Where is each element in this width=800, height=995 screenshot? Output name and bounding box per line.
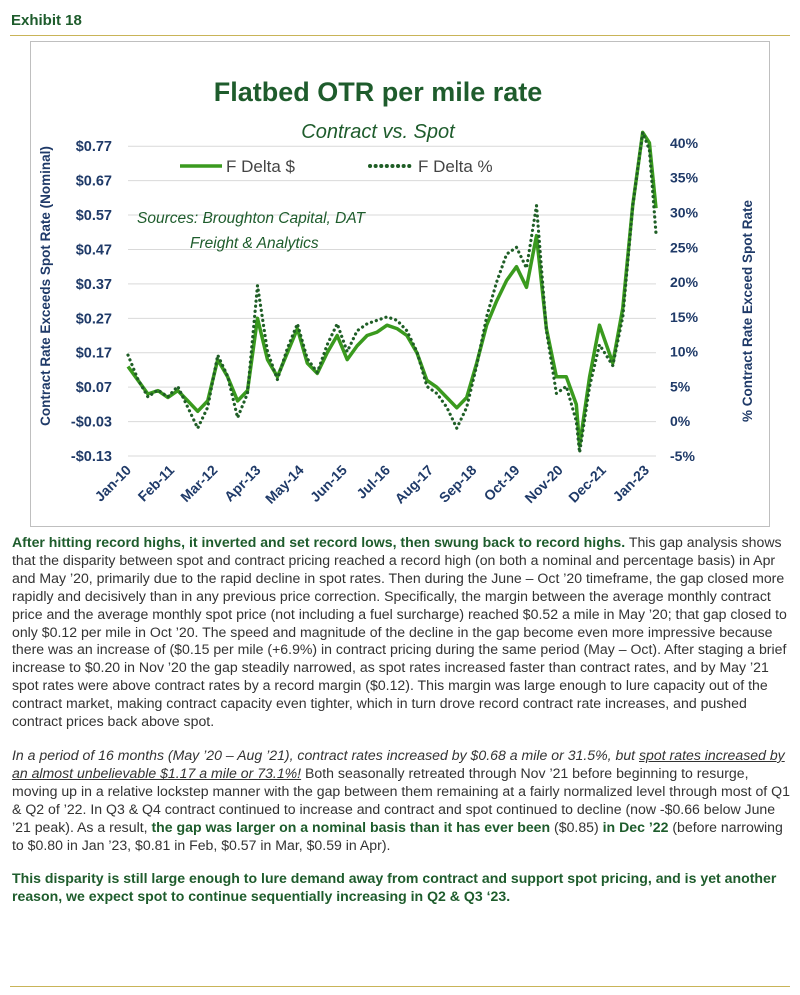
paragraph-2-mid: ($0.85) — [550, 818, 603, 835]
legend: F Delta $ F Delta % — [180, 157, 493, 176]
y-right-tick-label: 0% — [670, 413, 691, 429]
chart-subtitle: Contract vs. Spot — [301, 121, 456, 143]
legend-label-delta-pct: F Delta % — [418, 157, 493, 176]
y-right-tick-label: 20% — [670, 274, 699, 290]
paragraph-2-italic: In a period of 16 months (May ’20 – Aug … — [12, 746, 639, 763]
chart-svg: $0.77 $0.67 $0.57 $0.47 $0.37 $0.27 $0.17 $0.07… — [30, 41, 770, 527]
chart-container: $0.77 $0.67 $0.57 $0.47 $0.37 $0.27 $0.17 $0.07… — [30, 41, 770, 527]
y-right-tick-label: 30% — [670, 204, 699, 220]
bottom-divider — [10, 986, 790, 987]
paragraph-2-body: Both seasonally retreated through Nov ’2… — [12, 764, 790, 835]
y-left-tick-label: -$0.13 — [71, 449, 112, 465]
paragraph-2-bold: the gap was larger on a nominal basis th… — [151, 818, 551, 835]
y-left-tick-label: $0.77 — [76, 139, 112, 155]
y-left-tick-label: $0.57 — [76, 208, 112, 224]
legend-label-delta-dollar: F Delta $ — [226, 157, 296, 176]
paragraph-1-body: This gap analysis shows that the dispari… — [12, 534, 787, 730]
y-left-tick-label: $0.67 — [76, 174, 112, 190]
y-left-tick-label: $0.07 — [76, 380, 112, 396]
exhibit-label: Exhibit 18 — [11, 12, 82, 29]
series-layer — [126, 130, 658, 455]
series-line-delta-pct — [126, 130, 658, 455]
y-right-tick-label: 35% — [670, 170, 699, 186]
y-right-tick-label: 10% — [670, 344, 699, 360]
y-left-tick-label: -$0.03 — [71, 415, 112, 431]
body-text: After hitting record highs, it inverted … — [12, 534, 790, 922]
y-right-tick-label: -5% — [670, 448, 695, 464]
y-left-tick-label: $0.27 — [76, 311, 112, 327]
y-right-tick-label: 40% — [670, 135, 699, 151]
source-note-line2: Freight & Analytics — [190, 235, 319, 252]
y-right-tick-label: 5% — [670, 378, 691, 394]
y-right-tick-label: 15% — [670, 309, 699, 325]
paragraph-2-bold2: in Dec ’22 — [602, 818, 669, 835]
y-left-tick-label: $0.37 — [76, 277, 112, 293]
y-left-tick-label: $0.17 — [76, 346, 112, 362]
y-axis-left-label: Contract Rate Exceeds Spot Rate (Nominal… — [38, 146, 53, 426]
paragraph-2: In a period of 16 months (May ’20 – Aug … — [12, 747, 790, 854]
paragraph-1: After hitting record highs, it inverted … — [12, 534, 790, 731]
gridlines — [128, 145, 656, 457]
paragraph-3: This disparity is still large enough to … — [12, 870, 777, 905]
top-divider — [10, 35, 790, 36]
y-axis-right-label: % Contract Rate Exceed Spot Rate — [740, 199, 755, 422]
y-right-tick-label: 25% — [670, 239, 699, 255]
chart-title: Flatbed OTR per mile rate — [214, 77, 543, 107]
paragraph-1-lead: After hitting record highs, it inverted … — [12, 534, 626, 550]
y-left-tick-label: $0.47 — [76, 242, 112, 258]
paragraph-2-underlined: spot rates increased by an almost unbeli… — [12, 746, 785, 781]
source-note-line1: Sources: Broughton Capital, DAT — [137, 210, 367, 227]
paragraph-2-end: (before narrowing to $0.80 in Jan ’23, $… — [12, 818, 783, 853]
